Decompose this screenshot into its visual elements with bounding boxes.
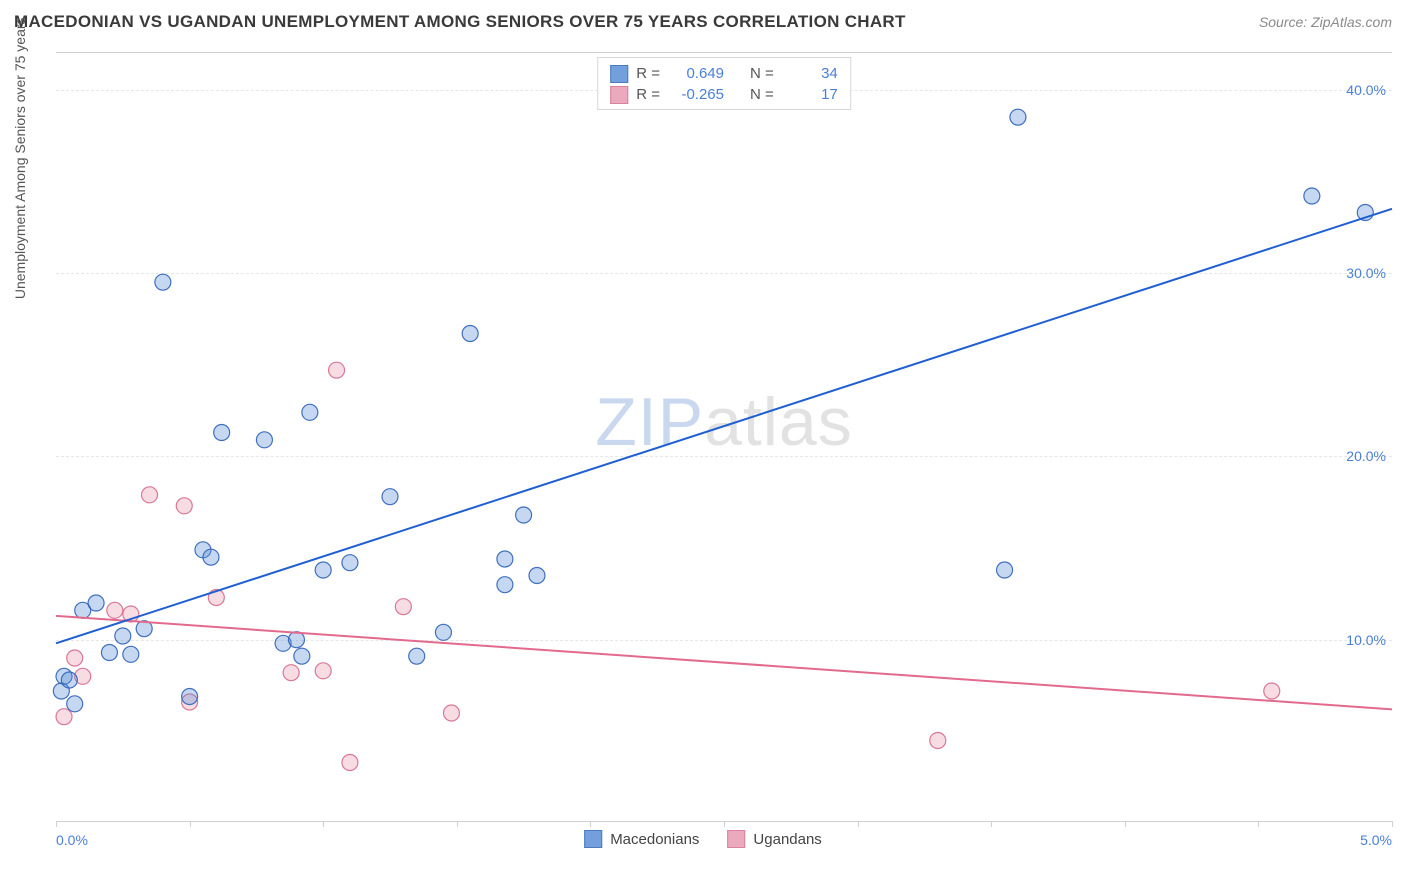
scatter-point [283,665,299,681]
r-value-ugandans: -0.265 [668,84,724,105]
legend-item-ugandans: Ugandans [727,830,821,848]
scatter-point [342,755,358,771]
scatter-point [176,498,192,514]
swatch-ugandans [610,86,628,104]
x-axis-origin-label: 0.0% [56,832,88,848]
legend-item-macedonians: Macedonians [584,830,699,848]
r-value-macedonians: 0.649 [668,63,724,84]
scatter-point [497,551,513,567]
scatter-point [329,362,345,378]
scatter-point [61,672,77,688]
legend-label-macedonians: Macedonians [610,831,699,848]
scatter-point [409,648,425,664]
scatter-point [1264,683,1280,699]
scatter-point [294,648,310,664]
legend-label-ugandans: Ugandans [753,831,821,848]
scatter-point [516,507,532,523]
n-value-macedonians: 34 [782,63,838,84]
legend-bottom: Macedonians Ugandans [584,830,822,848]
scatter-point [182,689,198,705]
x-axis-end-label: 5.0% [1360,832,1392,848]
scatter-svg [56,53,1392,821]
scatter-point [435,624,451,640]
r-label-2: R = [636,84,660,105]
scatter-point [107,602,123,618]
n-label-2: N = [750,84,774,105]
scatter-point [302,404,318,420]
swatch-macedonians-2 [584,830,602,848]
scatter-point [203,549,219,565]
scatter-point [315,562,331,578]
scatter-point [67,650,83,666]
stats-row-ugandans: R = -0.265 N = 17 [610,84,838,105]
y-axis-label: Unemployment Among Seniors over 75 years [12,17,28,299]
stats-legend-box: R = 0.649 N = 34 R = -0.265 N = 17 [597,57,851,110]
scatter-point [1304,188,1320,204]
swatch-ugandans-2 [727,830,745,848]
plot-area: ZIPatlas 10.0%20.0%30.0%40.0% R = 0.649 … [56,52,1392,822]
scatter-point [462,326,478,342]
n-label: N = [750,63,774,84]
chart-title: MACEDONIAN VS UGANDAN UNEMPLOYMENT AMONG… [14,12,906,32]
source-label: Source: ZipAtlas.com [1259,14,1392,30]
scatter-point [529,568,545,584]
scatter-point [342,555,358,571]
scatter-point [930,733,946,749]
trend-line [56,209,1392,644]
trend-line [56,616,1392,710]
scatter-point [88,595,104,611]
r-label: R = [636,63,660,84]
scatter-point [256,432,272,448]
stats-row-macedonians: R = 0.649 N = 34 [610,63,838,84]
scatter-point [67,696,83,712]
scatter-point [155,274,171,290]
scatter-point [443,705,459,721]
scatter-point [115,628,131,644]
scatter-point [214,425,230,441]
scatter-point [382,489,398,505]
scatter-point [288,632,304,648]
scatter-point [101,645,117,661]
scatter-point [395,599,411,615]
n-value-ugandans: 17 [782,84,838,105]
scatter-point [56,709,72,725]
scatter-point [1010,109,1026,125]
scatter-point [497,577,513,593]
scatter-point [123,646,139,662]
scatter-point [315,663,331,679]
scatter-point [142,487,158,503]
swatch-macedonians [610,65,628,83]
scatter-point [997,562,1013,578]
